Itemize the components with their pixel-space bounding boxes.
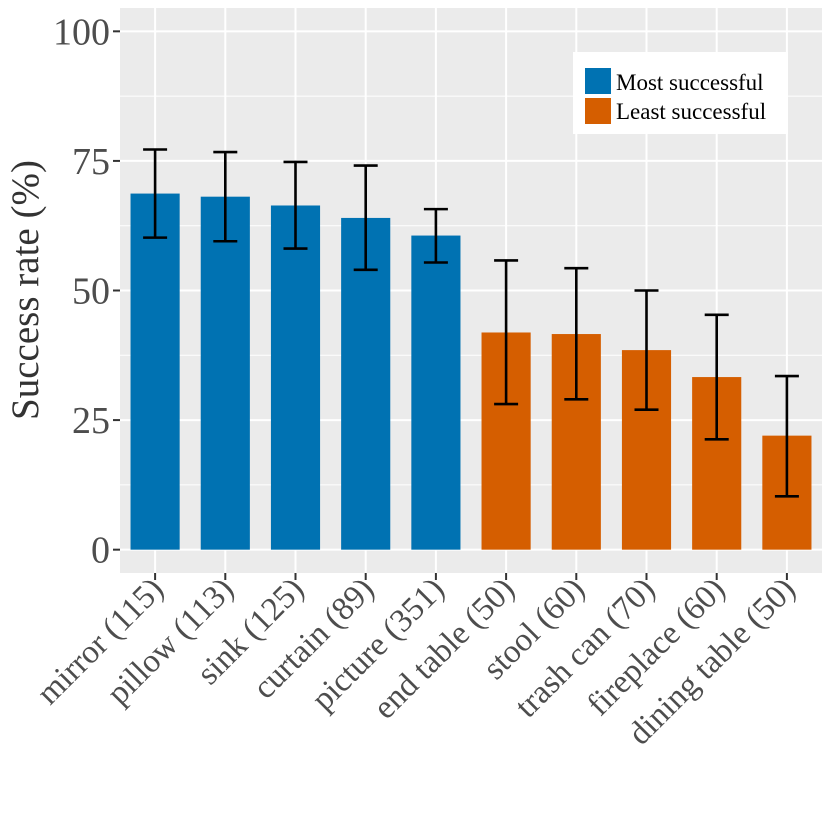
error-bar [143, 148, 168, 239]
x-axis: mirror (115)pillow (113)sink (125)curtai… [30, 571, 802, 752]
error-bars [143, 148, 799, 498]
y-tick-label: 25 [72, 400, 110, 442]
error-bar [704, 313, 729, 441]
error-bar [564, 266, 589, 401]
y-axis-title: Success rate (%) [4, 160, 47, 420]
error-bar [774, 374, 799, 498]
error-bar [634, 289, 659, 412]
y-tick-label: 75 [72, 141, 110, 183]
legend-label-least-successful: Least successful [616, 99, 766, 124]
legend-swatch-least-successful [585, 98, 611, 124]
y-tick-label: 100 [53, 11, 110, 53]
legend-swatch-most-successful [585, 68, 611, 94]
y-axis: 0 25 50 75 100 [53, 11, 120, 572]
y-tick-label: 0 [91, 530, 110, 572]
error-bar [213, 150, 238, 243]
bar [341, 217, 391, 550]
error-bar [423, 207, 448, 264]
legend: Most successful Least successful [573, 52, 788, 134]
bars [130, 193, 812, 550]
error-bar [283, 160, 308, 250]
error-bar [494, 259, 519, 406]
bar [270, 205, 321, 550]
legend-label-most-successful: Most successful [616, 70, 764, 95]
error-bar [353, 164, 378, 272]
bar [130, 193, 180, 550]
bar [200, 196, 250, 550]
y-tick-label: 50 [72, 271, 110, 313]
bar [411, 235, 461, 550]
